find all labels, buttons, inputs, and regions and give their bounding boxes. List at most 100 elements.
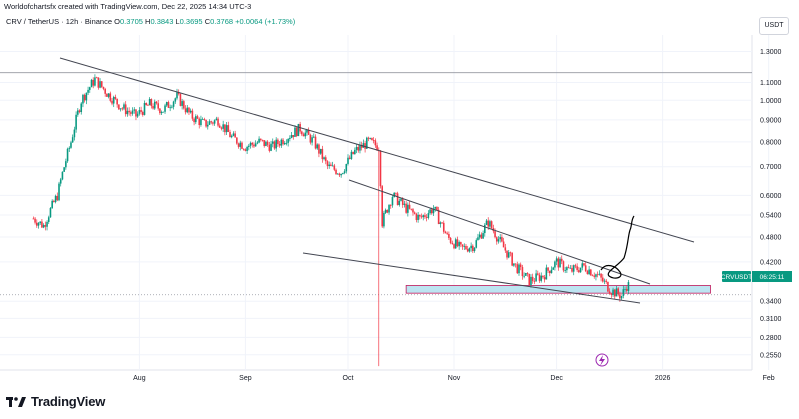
candle-body <box>446 233 448 235</box>
candle <box>593 272 596 279</box>
candle-body <box>465 245 467 250</box>
candle <box>523 272 525 279</box>
candle <box>437 206 440 225</box>
candle-body <box>612 289 614 295</box>
middle-trendline[interactable] <box>348 179 651 285</box>
price-tick: 0.8000 <box>760 139 782 146</box>
candle-body <box>169 107 171 109</box>
candle <box>331 161 334 167</box>
upper-trendline[interactable] <box>59 57 695 243</box>
candle <box>78 109 81 114</box>
candle-body <box>297 123 300 137</box>
candle-body <box>472 245 474 252</box>
candle <box>294 125 296 137</box>
candle-body <box>215 118 218 121</box>
candle-body <box>566 267 568 271</box>
candle-body <box>236 137 238 144</box>
candle <box>215 116 218 121</box>
candle-body <box>535 273 537 282</box>
candle <box>566 266 568 274</box>
price-axis-bg <box>752 35 799 370</box>
price-tick: 0.5400 <box>760 213 782 220</box>
candle <box>265 140 267 147</box>
candle-body <box>581 263 584 268</box>
candle-body <box>347 157 349 164</box>
candle-body <box>617 288 619 295</box>
candle <box>415 212 418 223</box>
candle-body <box>330 164 332 166</box>
candle-body <box>410 208 413 210</box>
candle-body <box>357 146 360 151</box>
candle-body <box>277 139 279 144</box>
candle <box>497 236 500 244</box>
candle-body <box>189 110 192 113</box>
candle-body <box>186 107 189 113</box>
candle-body <box>321 148 324 160</box>
candle-body <box>153 101 156 109</box>
candle <box>458 240 460 250</box>
candle-body <box>77 110 79 115</box>
candle <box>58 181 60 202</box>
candle-body <box>477 237 479 241</box>
candle <box>195 114 197 125</box>
price-tick: 1.0000 <box>760 98 782 105</box>
candle <box>615 285 618 297</box>
candle-body <box>342 173 344 174</box>
candle-body <box>227 125 230 132</box>
candle-body <box>374 140 377 146</box>
candle <box>136 111 139 118</box>
candle-body <box>538 274 541 281</box>
time-tick: Nov <box>448 375 461 382</box>
candle <box>622 285 625 299</box>
candle-body <box>37 223 40 226</box>
candle-body <box>413 212 416 214</box>
candle-body <box>234 133 236 138</box>
candle-body <box>248 145 250 147</box>
candle <box>82 93 84 108</box>
candle <box>239 140 242 151</box>
candle-body <box>290 135 293 138</box>
candle <box>449 237 452 245</box>
candle <box>244 148 247 152</box>
candle-body <box>460 242 462 245</box>
candle-body <box>88 87 91 90</box>
candle <box>490 220 493 229</box>
candle-body <box>384 209 387 213</box>
price-label: CRVUSDT 06:25:11 <box>721 271 792 282</box>
symbol-line: CRV / TetherUS · 12h · Binance <box>6 17 113 26</box>
candle <box>153 99 156 110</box>
candle <box>278 141 281 148</box>
candle <box>502 237 505 248</box>
candle-body <box>567 267 570 268</box>
candle <box>555 256 558 266</box>
candle-body <box>109 93 112 101</box>
candle-body <box>229 131 231 138</box>
candle <box>285 139 288 146</box>
candle <box>405 201 407 214</box>
candle <box>313 133 315 139</box>
candle <box>545 264 548 280</box>
candle-body <box>348 157 351 159</box>
candle <box>499 233 501 243</box>
candle-body <box>75 114 77 130</box>
lower-trendline[interactable] <box>302 252 641 304</box>
candle-body <box>601 277 604 282</box>
candle <box>321 145 324 163</box>
candle-body <box>615 288 618 297</box>
candle-body <box>256 142 259 144</box>
candle-body <box>415 213 418 220</box>
currency-button[interactable]: USDT <box>759 17 789 35</box>
candle <box>451 240 454 245</box>
candle-body <box>239 142 242 147</box>
candle-body <box>295 127 298 137</box>
candle-body <box>174 98 177 102</box>
candle-body <box>131 110 134 114</box>
candle-body <box>326 161 329 167</box>
price-tick: 0.4800 <box>760 234 782 241</box>
candle <box>328 161 330 169</box>
candle <box>213 119 216 126</box>
lightning-icon[interactable] <box>595 353 609 367</box>
candle <box>148 97 151 106</box>
candle-body <box>620 295 623 299</box>
